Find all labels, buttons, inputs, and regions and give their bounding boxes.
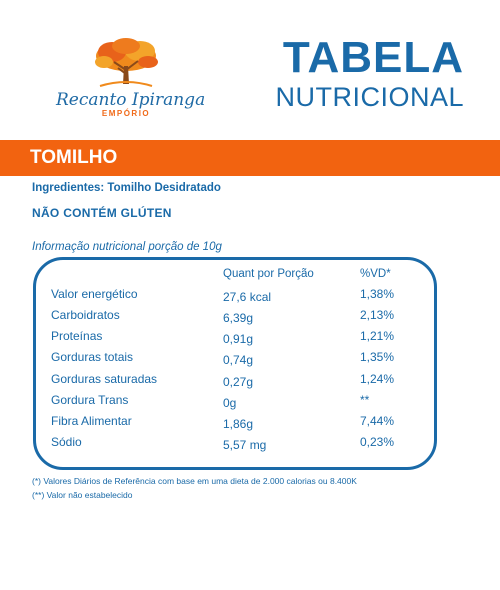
row-vd: 1,38% — [360, 287, 395, 301]
row-amount: 0g — [223, 396, 237, 410]
row-label: Valor energético — [51, 287, 138, 301]
row-vd: 1,21% — [360, 329, 395, 343]
page-title: TABELA — [282, 33, 464, 82]
brand-name: Recanto Ipiranga — [56, 90, 206, 110]
table-row: Gorduras saturadas 0,27g 1,24% — [0, 372, 500, 392]
table-row: Valor energético 27,6 kcal 1,38% — [0, 287, 500, 307]
row-vd: 7,44% — [360, 414, 395, 428]
row-amount: 0,27g — [223, 375, 254, 389]
brand-subtitle: EMPÓRIO — [101, 109, 151, 118]
portion-info: Informação nutricional porção de 10g — [32, 241, 222, 253]
row-amount: 1,86g — [223, 417, 254, 431]
row-amount: 5,57 mg — [223, 438, 267, 452]
table-row: Gordura Trans 0g ** — [0, 393, 500, 413]
row-label: Fibra Alimentar — [51, 414, 132, 428]
row-vd: 0,23% — [360, 435, 395, 449]
row-label: Gorduras totais — [51, 350, 134, 364]
gluten-notice: NÃO CONTÉM GLÚTEN — [32, 206, 172, 220]
page-subtitle: NUTRICIONAL — [275, 82, 464, 112]
row-label: Proteínas — [51, 329, 103, 343]
ingredients-text: Ingredientes: Tomilho Desidratado — [32, 182, 221, 194]
row-label: Sódio — [51, 435, 82, 449]
row-amount: 6,39g — [223, 311, 254, 325]
column-header-amount: Quant por Porção — [223, 268, 314, 280]
row-label: Carboidratos — [51, 308, 120, 322]
tree-icon — [95, 38, 158, 87]
table-row: Carboidratos 6,39g 2,13% — [0, 308, 500, 328]
row-amount: 0,91g — [223, 332, 254, 346]
table-row: Proteínas 0,91g 1,21% — [0, 329, 500, 349]
row-amount: 0,74g — [223, 353, 254, 367]
product-name: TOMILHO — [30, 147, 118, 168]
row-vd: 1,24% — [360, 372, 395, 386]
nutrition-table-frame — [33, 257, 437, 470]
column-header-vd: %VD* — [360, 268, 391, 280]
footnote-not-established: (**) Valor não estabelecido — [32, 490, 133, 500]
row-label: Gorduras saturadas — [51, 372, 158, 386]
product-banner: TOMILHO — [0, 140, 500, 176]
brand-logo: Recanto Ipiranga EMPÓRIO — [56, 38, 206, 120]
row-vd: 2,13% — [360, 308, 395, 322]
table-row: Gorduras totais 0,74g 1,35% — [0, 350, 500, 370]
footnote-reference-values: (*) Valores Diários de Referência com ba… — [32, 476, 357, 486]
table-row: Sódio 5,57 mg 0,23% — [0, 435, 500, 455]
row-amount: 27,6 kcal — [223, 290, 272, 304]
table-row: Fibra Alimentar 1,86g 7,44% — [0, 414, 500, 434]
row-vd: ** — [360, 393, 370, 407]
row-vd: 1,35% — [360, 350, 395, 364]
row-label: Gordura Trans — [51, 393, 129, 407]
